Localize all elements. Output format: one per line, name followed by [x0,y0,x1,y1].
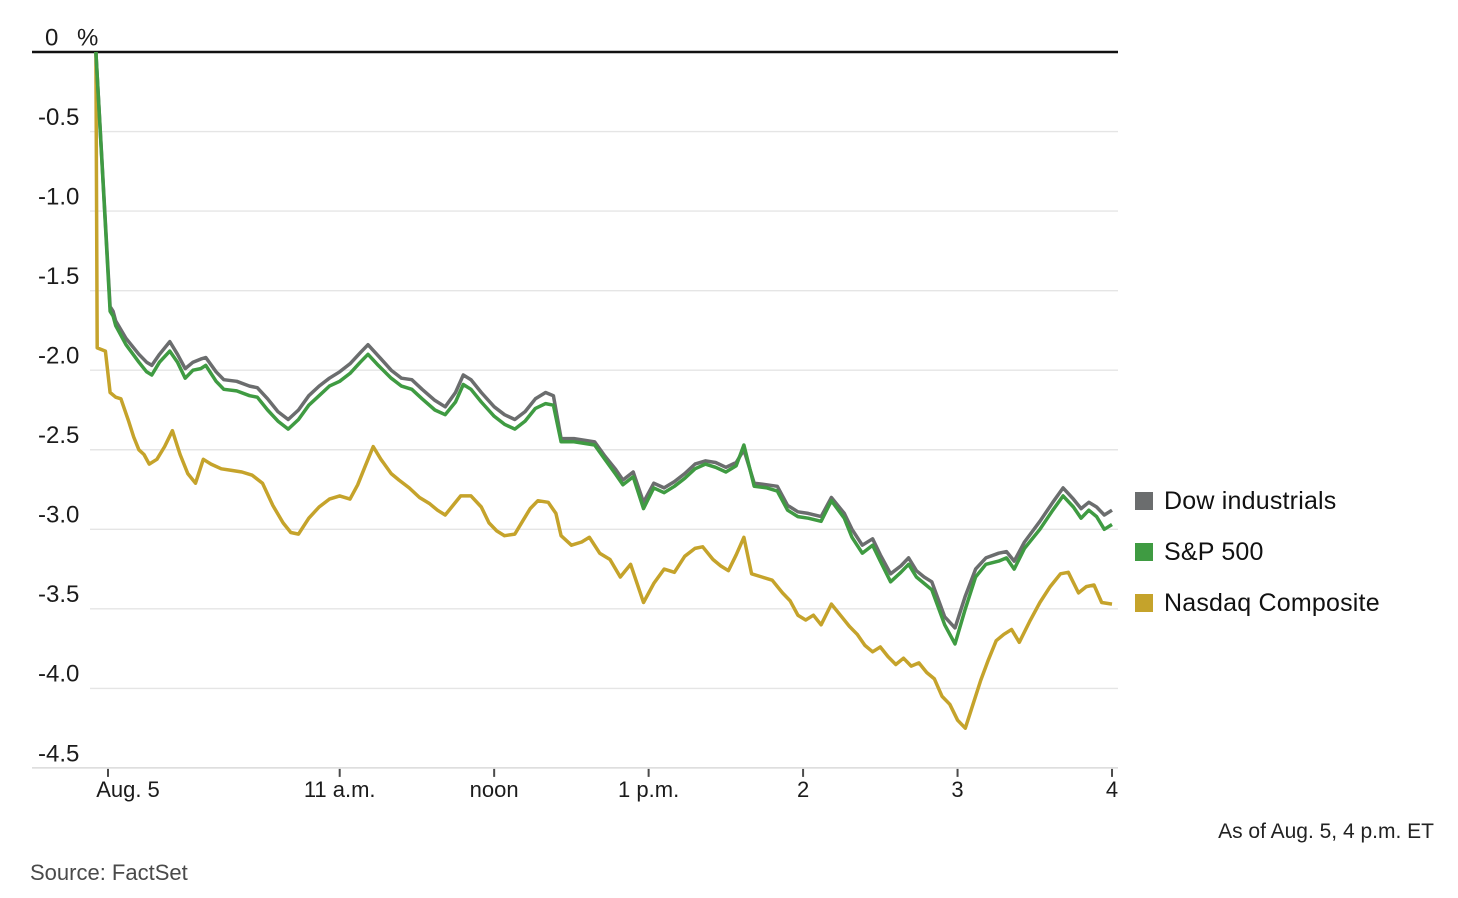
legend-swatch-dow-industrials [1135,492,1153,510]
y-tick-label: -2.0 [38,343,79,370]
legend-label-dow-industrials: Dow industrials [1164,486,1337,515]
series-line-nasdaq-composite [94,51,1113,730]
legend-swatch-sp500 [1135,543,1153,561]
y-tick-label: 0 [45,24,58,51]
as-of-timestamp: As of Aug. 5, 4 p.m. ET [1218,820,1434,843]
x-tick-label: noon [470,777,519,802]
y-tick-label: -1.5 [38,263,79,290]
legend: Dow industrials S&P 500 Nasdaq Composite [1135,486,1380,641]
series-line-dow-industrials [94,51,1113,630]
legend-item-nasdaq-composite: Nasdaq Composite [1135,588,1380,617]
x-tick-label: 3 [951,777,963,802]
legend-item-sp500: S&P 500 [1135,537,1380,566]
source-note: Source: FactSet [30,860,188,885]
legend-label-sp500: S&P 500 [1164,537,1264,566]
y-tick-label: -3.0 [38,502,79,529]
x-tick-label: 11 a.m. [304,777,376,802]
legend-item-dow-industrials: Dow industrials [1135,486,1380,515]
y-tick-label: -1.0 [38,183,79,210]
y-tick-label: -4.5 [38,740,79,767]
legend-swatch-nasdaq-composite [1135,594,1153,612]
x-tick-label: 4 [1106,777,1118,802]
x-tick-label: 2 [797,777,809,802]
x-tick-label: Aug. 5 [96,777,160,802]
y-tick-label: -2.5 [38,422,79,449]
x-tick-label: 1 p.m. [618,777,679,802]
y-axis-unit: % [77,24,98,51]
y-tick-label: -4.0 [38,661,79,688]
y-tick-label: -0.5 [38,104,79,131]
series-line-s-p-500 [94,51,1113,646]
legend-label-nasdaq-composite: Nasdaq Composite [1164,588,1380,617]
y-tick-label: -3.5 [38,581,79,608]
